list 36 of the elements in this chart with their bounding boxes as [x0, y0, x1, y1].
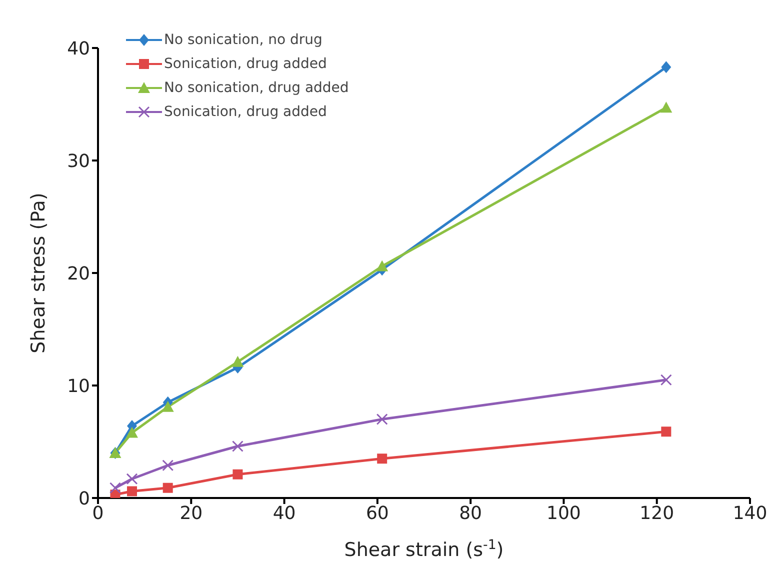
y-tick-label: 40	[67, 38, 90, 60]
legend-label: Sonication, drug added	[164, 56, 327, 72]
point	[126, 426, 138, 438]
legend-label: No sonication, no drug	[164, 32, 322, 48]
point	[232, 469, 243, 480]
x-tick-label: 120	[640, 502, 674, 524]
y-tick-label: 10	[67, 376, 90, 397]
y-tick-label: 0	[78, 488, 90, 510]
point	[109, 482, 121, 494]
point	[660, 102, 672, 113]
point	[232, 356, 244, 367]
point	[661, 61, 672, 74]
point	[162, 400, 174, 412]
point	[376, 260, 388, 272]
point	[232, 440, 244, 452]
x-tick-label: 0	[92, 502, 104, 524]
x-tick-label: 80	[459, 502, 482, 524]
y-tick-label: 20	[67, 263, 90, 284]
y-tick-label: 30	[67, 150, 90, 172]
x-tick-label: 140	[732, 502, 768, 524]
y-axis-title: Shear stress (Pa)	[28, 192, 50, 354]
legend-label: No sonication, drug added	[164, 80, 349, 96]
legend-label: Sonication, drug added	[164, 104, 327, 120]
point	[126, 486, 137, 496]
x-tick-label: 20	[180, 502, 203, 524]
point	[377, 454, 388, 464]
point	[660, 374, 672, 386]
x-tick-label: 40	[272, 502, 296, 524]
point	[162, 482, 173, 493]
x-axis-title: Shear strain (s$^{-1}$)	[344, 538, 504, 561]
x-tick-label: 60	[366, 502, 389, 524]
x-tick-label: 100	[546, 502, 581, 524]
point	[162, 460, 174, 472]
point	[661, 426, 672, 437]
point	[126, 473, 138, 485]
point	[376, 414, 388, 425]
